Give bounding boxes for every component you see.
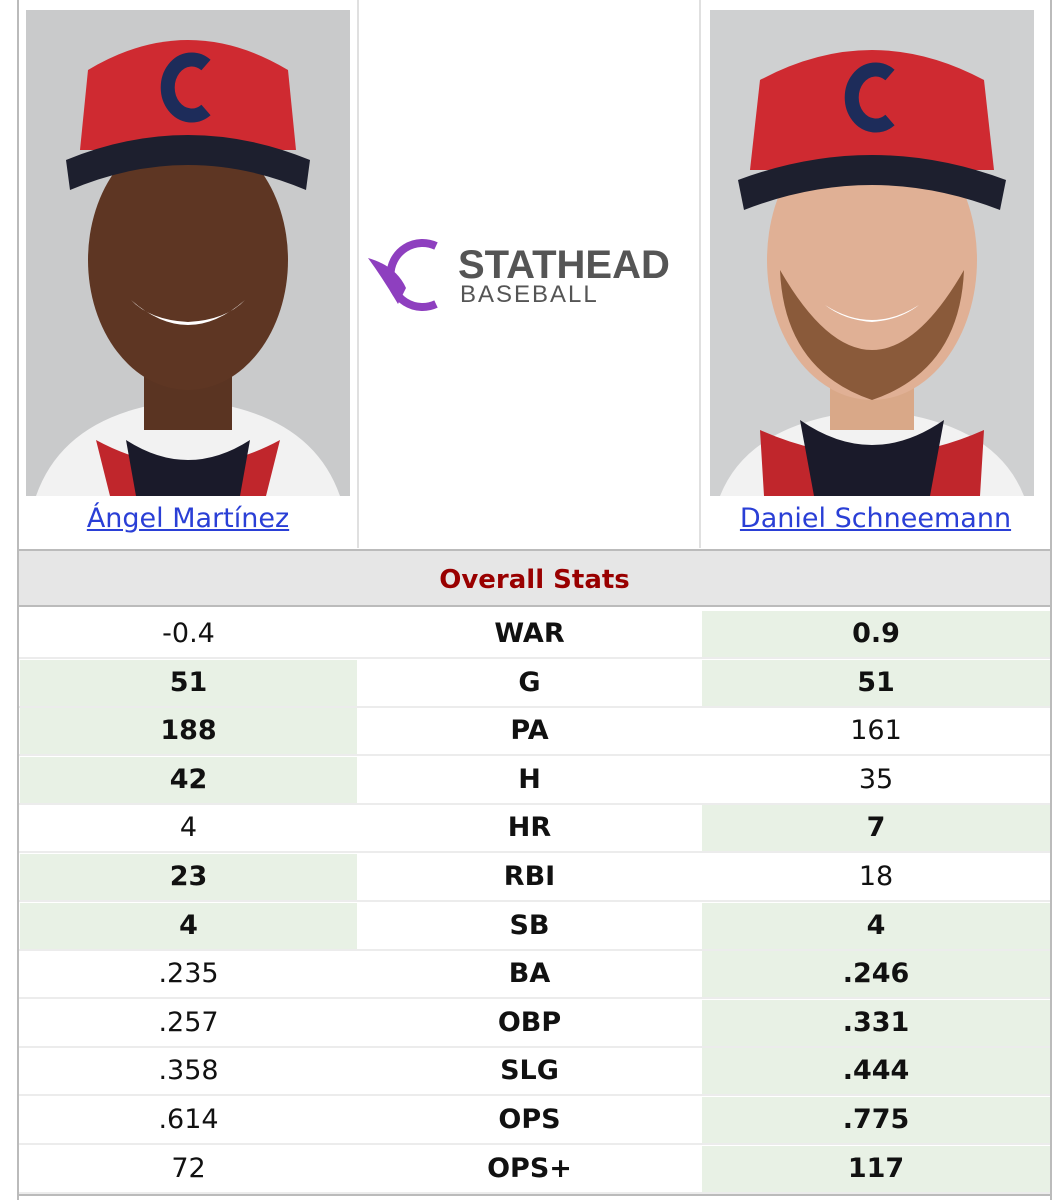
stat-name: OBP	[497, 1006, 562, 1038]
stat-name: OPS	[498, 1104, 561, 1135]
column-divider	[357, 0, 359, 548]
stat-name: SLG	[500, 1055, 559, 1087]
right-value: .331	[702, 999, 1050, 1046]
row-divider	[19, 851, 1050, 854]
right-value: 0.9	[702, 611, 1050, 657]
left-value: 4	[20, 902, 357, 949]
left-value: -0.4	[162, 618, 215, 649]
stat-name: BA	[508, 958, 551, 990]
left-value: .257	[158, 1006, 219, 1038]
stat-name: OPS+	[487, 1152, 572, 1184]
row-divider	[19, 1191, 1050, 1194]
logo-subtitle: BASEBALL	[460, 281, 599, 308]
row-divider	[19, 948, 1050, 951]
left-value: 4	[179, 812, 198, 844]
left-value: .358	[158, 1055, 219, 1087]
stat-name: H	[518, 763, 541, 795]
stat-name: G	[518, 666, 541, 698]
table-bottom	[19, 1194, 1050, 1197]
stat-name: RBI	[503, 861, 556, 892]
right-value: 7	[702, 805, 1050, 852]
stat-name: WAR	[494, 618, 565, 649]
player-link[interactable]: Daniel Schneemann	[739, 503, 1012, 534]
stat-name: SB	[509, 909, 550, 941]
section-title: Overall Stats	[19, 549, 1050, 607]
row-divider	[19, 1094, 1050, 1097]
row-divider	[19, 657, 1050, 659]
right-value: 35	[858, 763, 894, 795]
stathead-logo: STATHEAD BASEBALL	[368, 239, 670, 311]
left-value: .614	[158, 1104, 219, 1135]
left-value: .235	[158, 958, 219, 990]
row-divider	[19, 705, 1050, 708]
row-divider	[19, 1045, 1050, 1048]
row-divider	[19, 997, 1050, 1000]
logo-brand: STATHEAD	[458, 243, 670, 287]
column-divider	[699, 0, 701, 548]
right-value: .775	[702, 1097, 1050, 1143]
right-value: 161	[850, 715, 902, 747]
right-value: 117	[702, 1145, 1050, 1192]
row-divider	[19, 754, 1050, 757]
stat-name: PA	[510, 715, 549, 747]
stat-name: HR	[507, 812, 552, 844]
right-value: .246	[702, 951, 1050, 998]
row-divider	[19, 1143, 1050, 1145]
left-value: 188	[20, 708, 357, 755]
right-value: 51	[702, 659, 1050, 706]
right-value: 18	[858, 861, 894, 892]
player-photo	[26, 10, 350, 496]
right-value: 4	[702, 902, 1050, 949]
player-photo	[710, 10, 1034, 496]
left-value: 51	[20, 659, 357, 706]
table-frame	[17, 0, 1052, 1200]
row-divider	[19, 802, 1050, 805]
player-link[interactable]: Ángel Martínez	[86, 503, 290, 534]
right-value: .444	[702, 1048, 1050, 1095]
left-value: 42	[20, 756, 357, 803]
row-divider	[19, 900, 1050, 902]
left-value: 23	[20, 854, 357, 900]
left-value: 72	[171, 1152, 206, 1184]
